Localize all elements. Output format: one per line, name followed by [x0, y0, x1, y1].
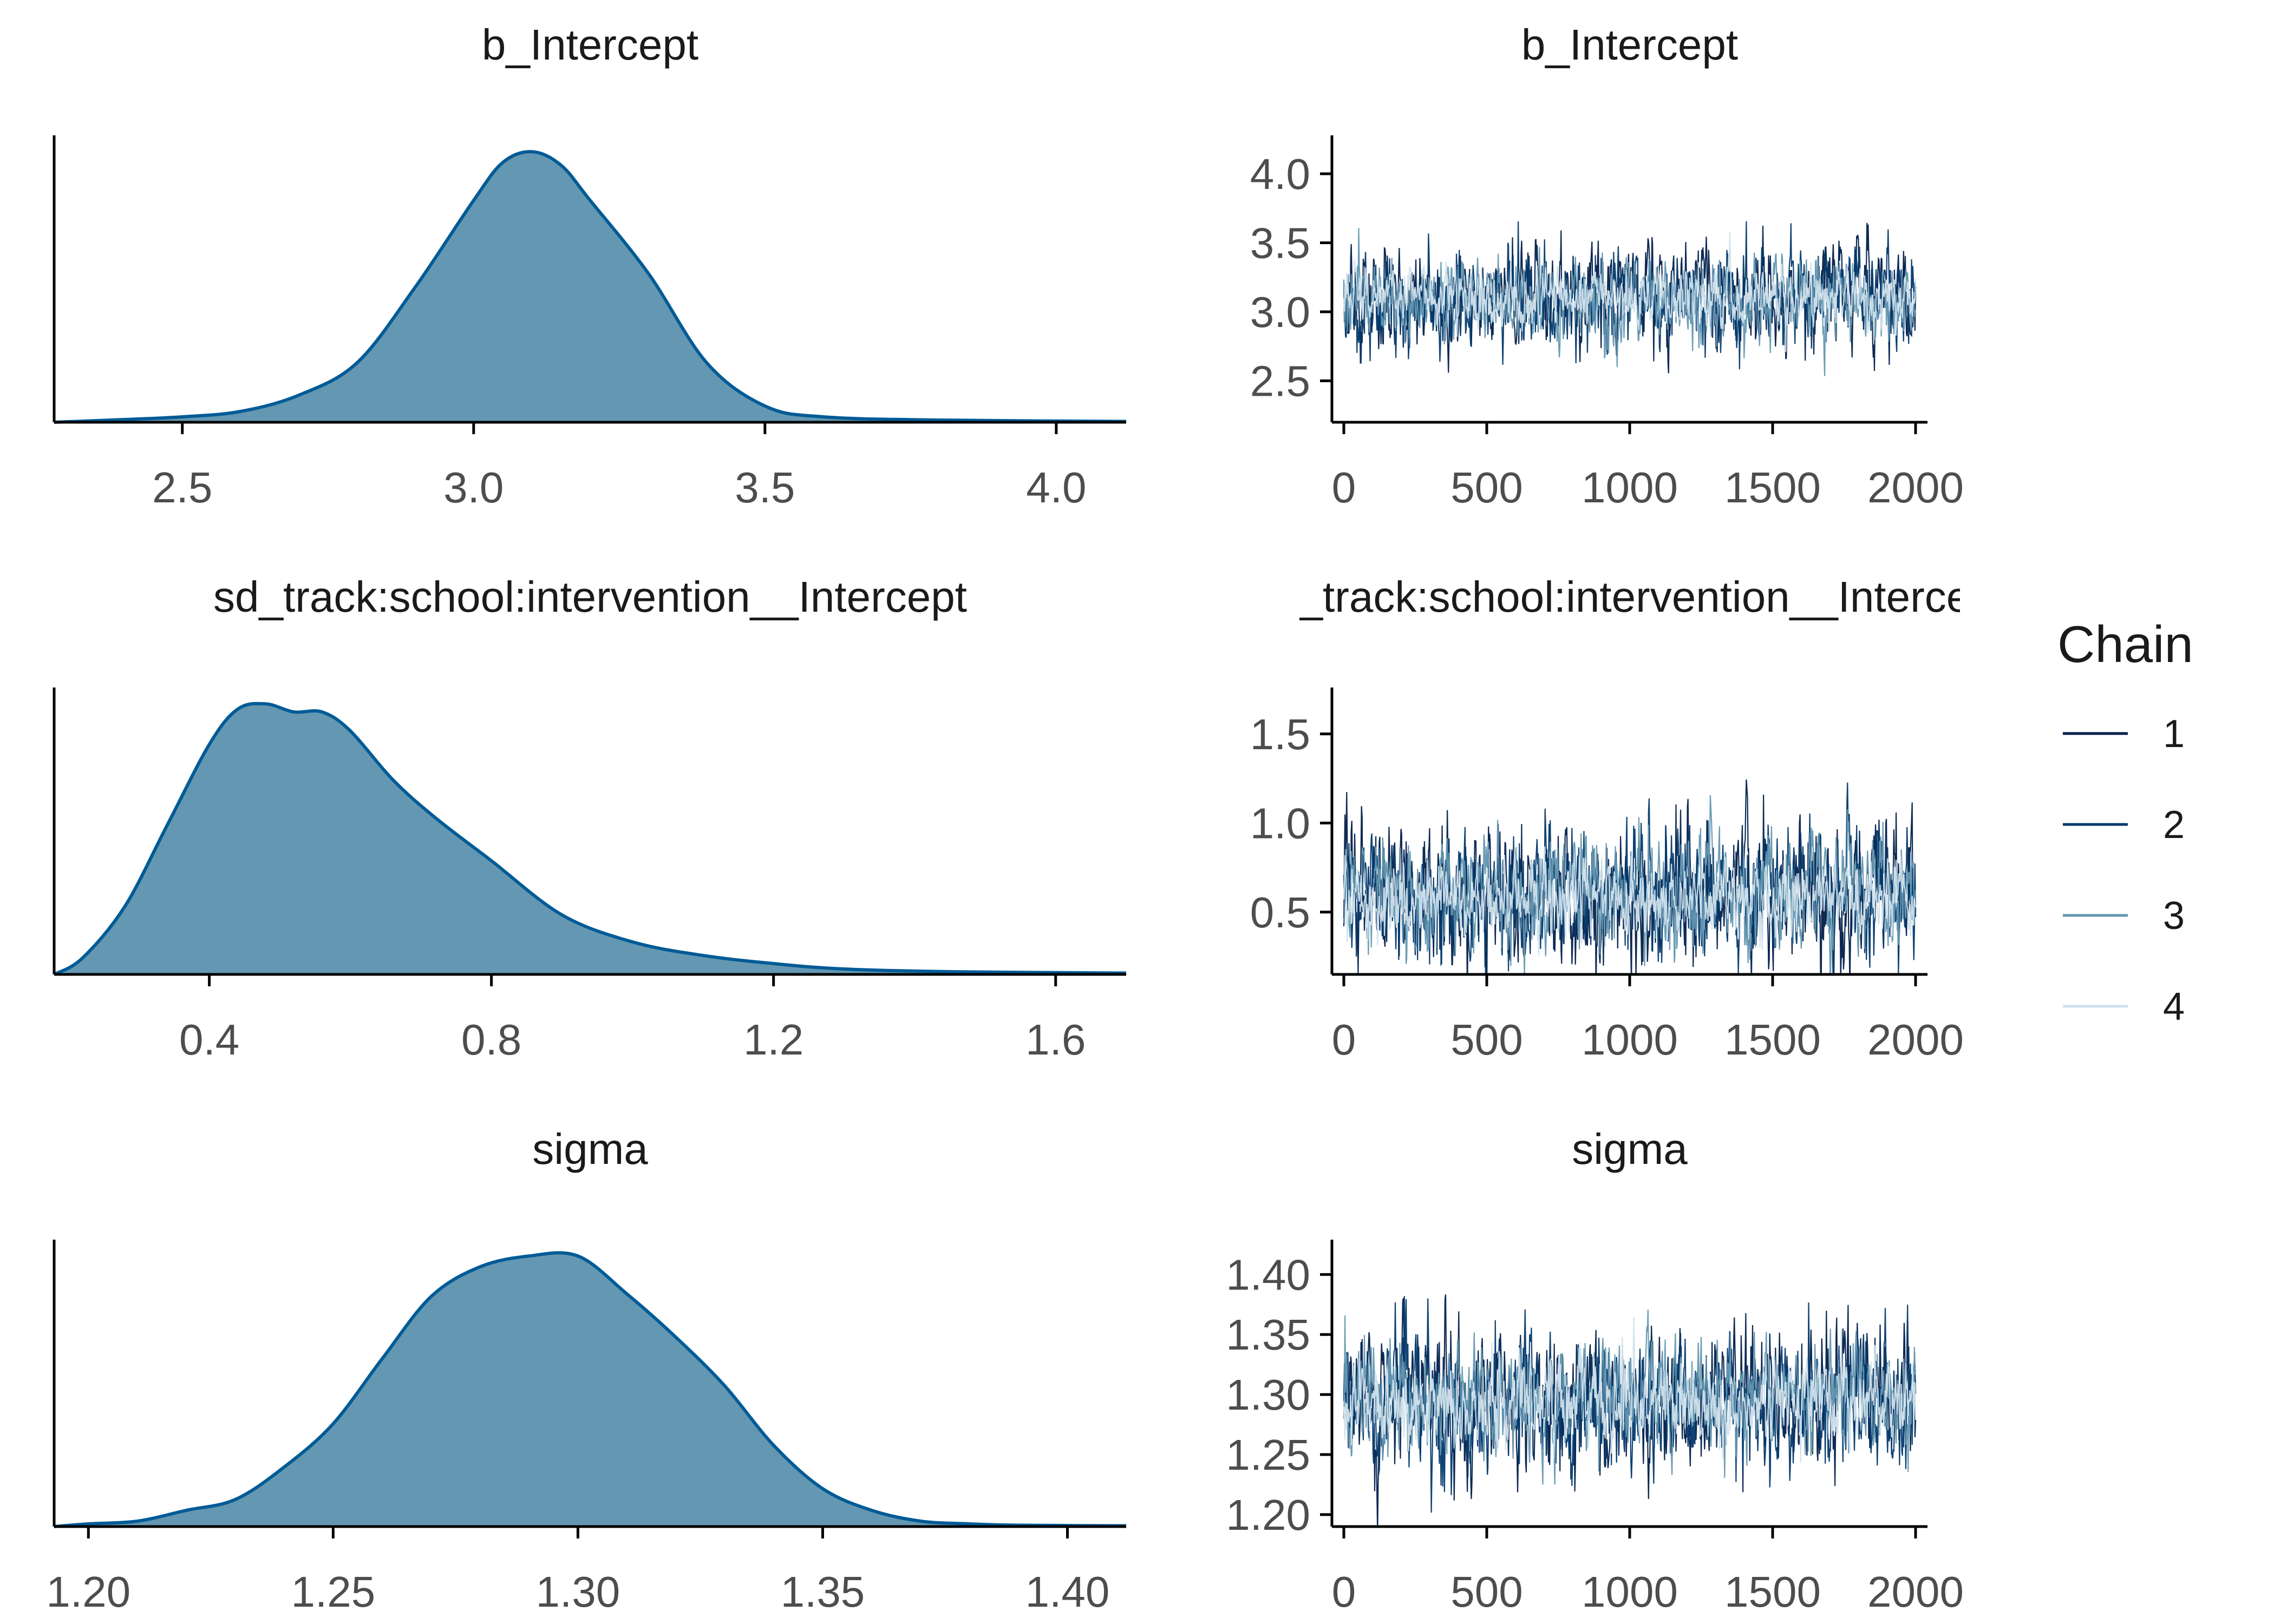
panels: b_Intercept 2.5 3.0 3.5 4.0 b_Intercept 0 500 10…: [46, 21, 2007, 1616]
legend-label-3: 3: [2163, 894, 2185, 938]
density-title-0: b_Intercept: [482, 21, 698, 69]
trace-title-5: sigma: [1572, 1125, 1688, 1173]
trace-y-tick-label-3-1: 1.0: [1250, 799, 1310, 847]
density-x-tick-label-4-2: 1.30: [536, 1568, 620, 1616]
density-line-4: [54, 1251, 1127, 1528]
trace-y-tick-label-1-0: 2.5: [1250, 357, 1310, 405]
trace-y-tick-label-5-1: 1.25: [1226, 1431, 1310, 1479]
density-x-tick-label-2-1: 0.8: [461, 1016, 521, 1064]
density-line-2: [53, 702, 1127, 976]
density-area-4: [54, 1253, 1126, 1527]
density-x-tick-label-0-1: 3.0: [443, 463, 504, 512]
trace-y-tick-label-5-2: 1.30: [1226, 1371, 1310, 1419]
trace-y-tick-label-3-0: 0.5: [1250, 888, 1310, 937]
density-x-tick-label-2-0: 0.4: [179, 1016, 239, 1064]
trace-chain-4-5: [1343, 1317, 1917, 1463]
trace-y-tick-label-1-2: 3.5: [1250, 219, 1310, 267]
trace-x-tick-label-5-3: 1500: [1724, 1568, 1821, 1616]
density-area-2: [54, 703, 1126, 974]
trace-x-tick-label-1-3: 1500: [1724, 463, 1821, 512]
density-x-tick-label-4-0: 1.20: [46, 1568, 130, 1616]
chain-legend: Chain 1 2 3 4: [2057, 615, 2193, 1029]
trace-y-tick-label-3-2: 1.5: [1250, 710, 1310, 758]
density-area-0: [54, 152, 1126, 422]
density-title-2: sd_track:school:intervention__Intercept: [213, 573, 967, 621]
trace-lines-3: [1343, 779, 1917, 974]
legend-label-4: 4: [2163, 985, 2185, 1029]
legend-title: Chain: [2057, 615, 2193, 673]
trace-y-tick-label-1-1: 3.0: [1250, 288, 1310, 336]
legend-label-2: 2: [2163, 803, 2185, 847]
trace-x-tick-label-3-4: 2000: [1867, 1016, 1964, 1064]
trace-x-tick-label-1-4: 2000: [1867, 463, 1964, 512]
trace-x-tick-label-3-0: 0: [1332, 1016, 1356, 1064]
density-x-tick-label-4-4: 1.40: [1025, 1568, 1110, 1616]
density-x-tick-label-0-3: 4.0: [1026, 463, 1086, 512]
density-x-tick-label-0-0: 2.5: [152, 463, 212, 512]
trace-x-tick-label-1-2: 1000: [1582, 463, 1678, 512]
trace-lines-5: [1343, 1294, 1917, 1527]
trace-x-tick-label-3-1: 500: [1450, 1016, 1522, 1064]
density-x-tick-label-0-2: 3.5: [735, 463, 795, 512]
trace-y-tick-label-5-4: 1.40: [1226, 1250, 1310, 1299]
density-line-0: [54, 150, 1127, 424]
trace-x-tick-label-3-2: 1000: [1582, 1016, 1678, 1064]
trace-lines-1: [1343, 221, 1917, 376]
trace-chain-4-1: [1343, 232, 1917, 352]
density-x-tick-label-4-1: 1.25: [291, 1568, 375, 1616]
legend-label-1: 1: [2163, 712, 2185, 756]
density-x-tick-label-4-3: 1.35: [781, 1568, 865, 1616]
trace-x-tick-label-3-3: 1500: [1724, 1016, 1821, 1064]
trace-x-tick-label-1-0: 0: [1332, 463, 1356, 512]
trace-x-tick-label-5-0: 0: [1332, 1568, 1356, 1616]
trace-title-1: b_Intercept: [1521, 21, 1738, 69]
trace-x-tick-label-5-4: 2000: [1867, 1568, 1964, 1616]
density-title-4: sigma: [532, 1125, 648, 1173]
trace-title-3: sd_track:school:intervention__Intercept: [1253, 573, 2007, 621]
density-x-tick-label-2-3: 1.6: [1025, 1016, 1086, 1064]
trace-chain-4-3: [1343, 846, 1917, 955]
trace-y-tick-label-1-3: 4.0: [1250, 150, 1310, 198]
trace-x-tick-label-5-2: 1000: [1582, 1568, 1678, 1616]
trace-x-tick-label-1-1: 500: [1450, 463, 1522, 512]
trace-y-tick-label-5-3: 1.35: [1226, 1311, 1310, 1359]
trace-x-tick-label-5-1: 500: [1450, 1568, 1522, 1616]
density-x-tick-label-2-2: 1.2: [743, 1016, 803, 1064]
trace-y-tick-label-5-0: 1.20: [1226, 1491, 1310, 1539]
